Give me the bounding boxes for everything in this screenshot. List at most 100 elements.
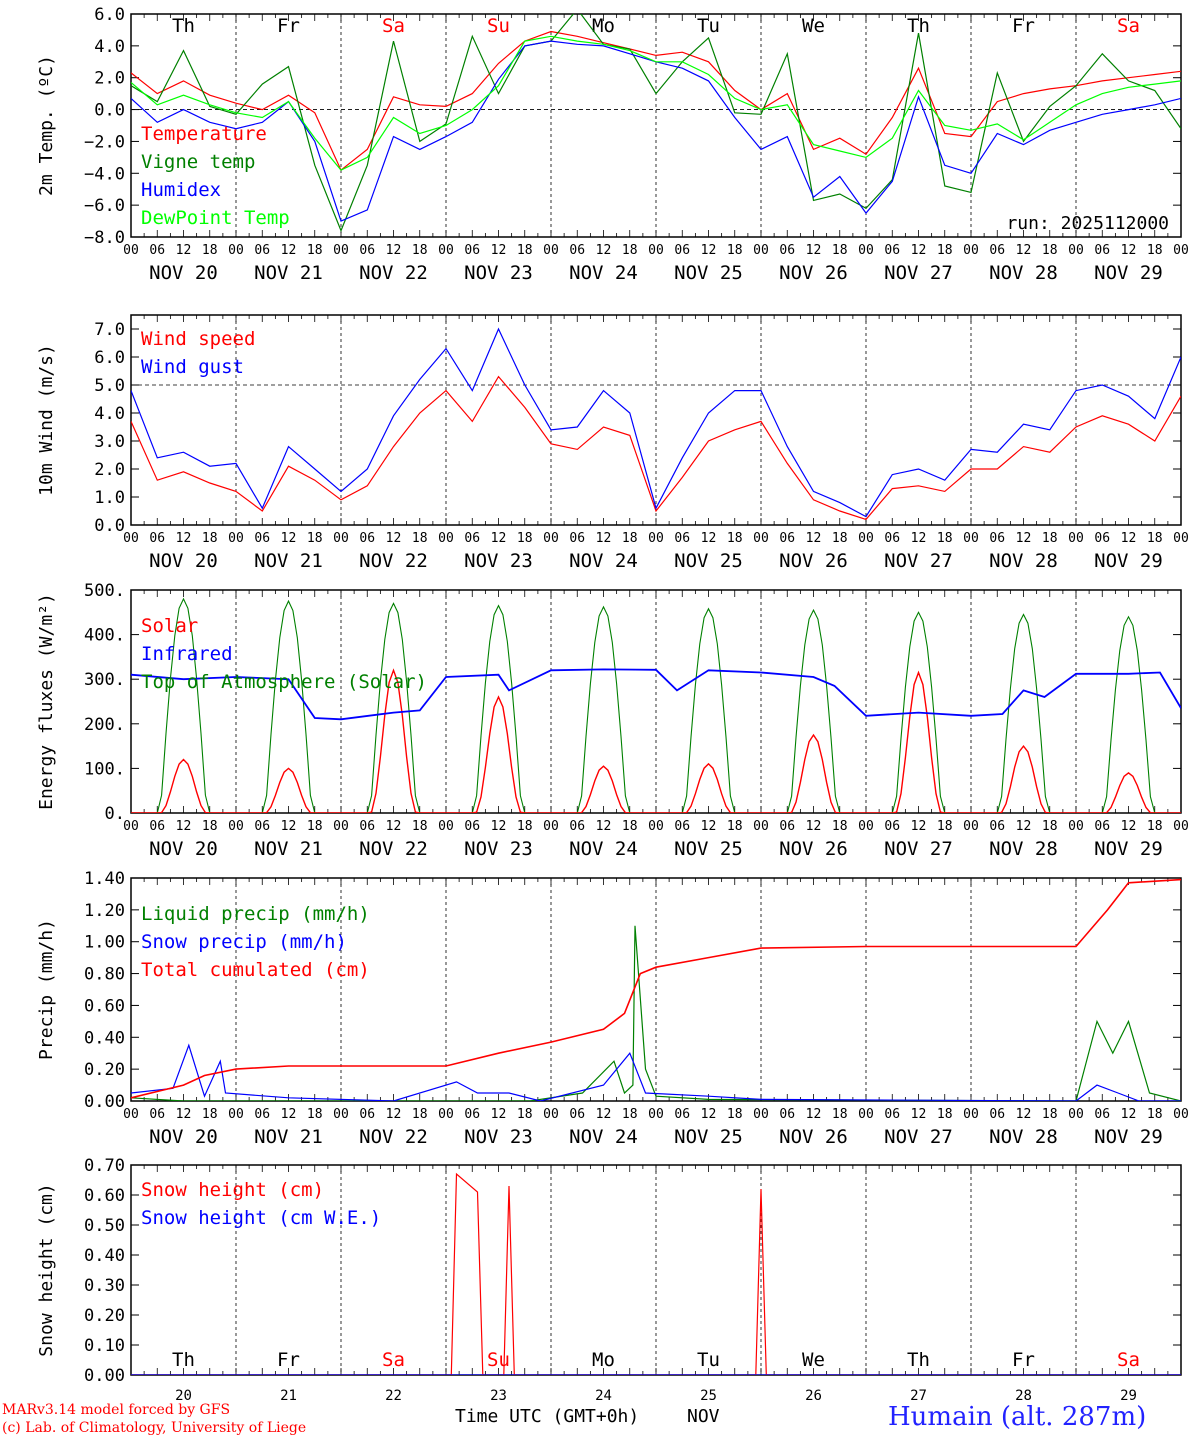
legend-entry: Total cumulated (cm) <box>141 959 370 981</box>
hour-tick-label: 12 <box>1121 531 1137 546</box>
hour-tick-label: 12 <box>281 1107 297 1122</box>
y-tick-label: −6.0 <box>84 196 125 216</box>
hour-tick-label: 00 <box>1173 819 1189 834</box>
weekday-label: Th <box>172 1349 195 1371</box>
date-label: NOV 20 <box>149 1126 218 1148</box>
hour-tick-label: 12 <box>176 819 192 834</box>
hour-tick-label: 12 <box>491 1107 507 1122</box>
hour-tick-label: 18 <box>307 531 323 546</box>
legend-entry: Top of Atmosphere (Solar) <box>141 671 427 693</box>
date-label: 27 <box>910 1388 927 1404</box>
y-tick-label: 6.0 <box>94 348 125 368</box>
y-tick-label: 200. <box>84 715 125 735</box>
legend-entry: Snow height (cm W.E.) <box>141 1207 381 1229</box>
hour-tick-label: 00 <box>963 243 979 258</box>
hour-tick-label: 06 <box>1094 1107 1110 1122</box>
hour-tick-label: 12 <box>176 1107 192 1122</box>
hour-tick-label: 12 <box>806 531 822 546</box>
hour-tick-label: 00 <box>1173 531 1189 546</box>
hour-tick-label: 06 <box>569 819 585 834</box>
hour-tick-label: 18 <box>412 1107 428 1122</box>
series-line-2 <box>131 878 1181 1099</box>
hour-tick-label: 18 <box>1042 1107 1058 1122</box>
date-label: NOV 20 <box>149 262 218 284</box>
hour-tick-label: 18 <box>727 243 743 258</box>
y-tick-label: 0.00 <box>84 1092 125 1112</box>
date-label: NOV 29 <box>1094 1126 1163 1148</box>
y-axis-title: Energy fluxes (W/m²) <box>36 593 57 810</box>
series-line-1 <box>131 1043 1181 1101</box>
hour-tick-label: 12 <box>596 819 612 834</box>
hour-tick-label: 00 <box>963 531 979 546</box>
legend-entry: Wind gust <box>141 356 244 378</box>
date-label: NOV 22 <box>359 838 428 860</box>
hour-tick-label: 18 <box>1147 1107 1163 1122</box>
hour-tick-label: 18 <box>202 1107 218 1122</box>
date-label: NOV 25 <box>674 838 743 860</box>
date-label: NOV 28 <box>989 262 1058 284</box>
hour-tick-label: 18 <box>937 531 953 546</box>
hour-tick-label: 06 <box>674 819 690 834</box>
y-tick-label: 0.40 <box>84 1028 125 1048</box>
date-label: NOV 23 <box>464 550 533 572</box>
hour-tick-label: 06 <box>884 243 900 258</box>
hour-tick-label: 06 <box>674 243 690 258</box>
hour-tick-label: 12 <box>911 819 927 834</box>
weekday-label: We <box>802 1349 825 1371</box>
hour-tick-label: 00 <box>438 243 454 258</box>
series-line-0 <box>131 925 1181 1101</box>
credit-line-1: MARv3.14 model forced by GFS <box>2 1402 231 1418</box>
legend-entry: Liquid precip (mm/h) <box>141 903 370 925</box>
credits: MARv3.14 model forced by GFS (c) Lab. of… <box>2 1401 306 1437</box>
hour-tick-label: 18 <box>412 243 428 258</box>
weekday-label: Th <box>907 15 930 37</box>
hour-tick-label: 06 <box>359 1107 375 1122</box>
hour-tick-label: 00 <box>123 531 139 546</box>
hour-tick-label: 00 <box>1068 243 1084 258</box>
hour-tick-label: 06 <box>1094 531 1110 546</box>
hour-tick-label: 00 <box>543 531 559 546</box>
series-line-0 <box>131 30 1181 172</box>
hour-tick-label: 18 <box>937 1107 953 1122</box>
hour-tick-label: 12 <box>1121 243 1137 258</box>
legend-entry: Snow height (cm) <box>141 1179 324 1201</box>
hour-tick-label: 18 <box>517 1107 533 1122</box>
hour-tick-label: 00 <box>543 819 559 834</box>
hour-tick-label: 18 <box>307 243 323 258</box>
y-tick-label: 0.10 <box>84 1336 125 1356</box>
y-tick-label: −8.0 <box>84 228 125 248</box>
hour-tick-label: 12 <box>806 243 822 258</box>
plot-frame <box>130 13 1182 238</box>
hour-tick-label: 12 <box>701 243 717 258</box>
hour-tick-label: 06 <box>989 243 1005 258</box>
hour-tick-label: 18 <box>727 531 743 546</box>
date-label: NOV 28 <box>989 838 1058 860</box>
date-label: 20 <box>175 1388 192 1404</box>
hour-tick-label: 12 <box>596 1107 612 1122</box>
date-label: NOV 27 <box>884 262 953 284</box>
hour-tick-label: 12 <box>491 531 507 546</box>
date-label: NOV 29 <box>1094 550 1163 572</box>
hour-tick-label: 06 <box>779 243 795 258</box>
y-tick-label: 1.00 <box>84 933 125 953</box>
date-label: NOV 22 <box>359 1126 428 1148</box>
weekday-label: Mo <box>592 15 615 37</box>
y-tick-label: 0.20 <box>84 1306 125 1326</box>
legend-entry: Vigne temp <box>141 151 255 173</box>
weekday-label: Sa <box>382 1349 405 1371</box>
hour-tick-label: 06 <box>1094 243 1110 258</box>
date-label: NOV 28 <box>989 550 1058 572</box>
hour-tick-label: 18 <box>622 1107 638 1122</box>
hour-tick-label: 18 <box>517 243 533 258</box>
date-label: NOV 23 <box>464 1126 533 1148</box>
hour-tick-label: 06 <box>569 243 585 258</box>
hour-tick-label: 00 <box>333 243 349 258</box>
y-tick-label: 300. <box>84 670 125 690</box>
legend-entry: Snow precip (mm/h) <box>141 931 347 953</box>
x-axis-title: Time UTC (GMT+0h) <box>455 1406 640 1427</box>
hour-tick-label: 06 <box>989 819 1005 834</box>
y-tick-label: 1.20 <box>84 901 125 921</box>
hour-tick-label: 18 <box>937 243 953 258</box>
hour-tick-label: 06 <box>254 1107 270 1122</box>
hour-tick-label: 00 <box>963 1107 979 1122</box>
